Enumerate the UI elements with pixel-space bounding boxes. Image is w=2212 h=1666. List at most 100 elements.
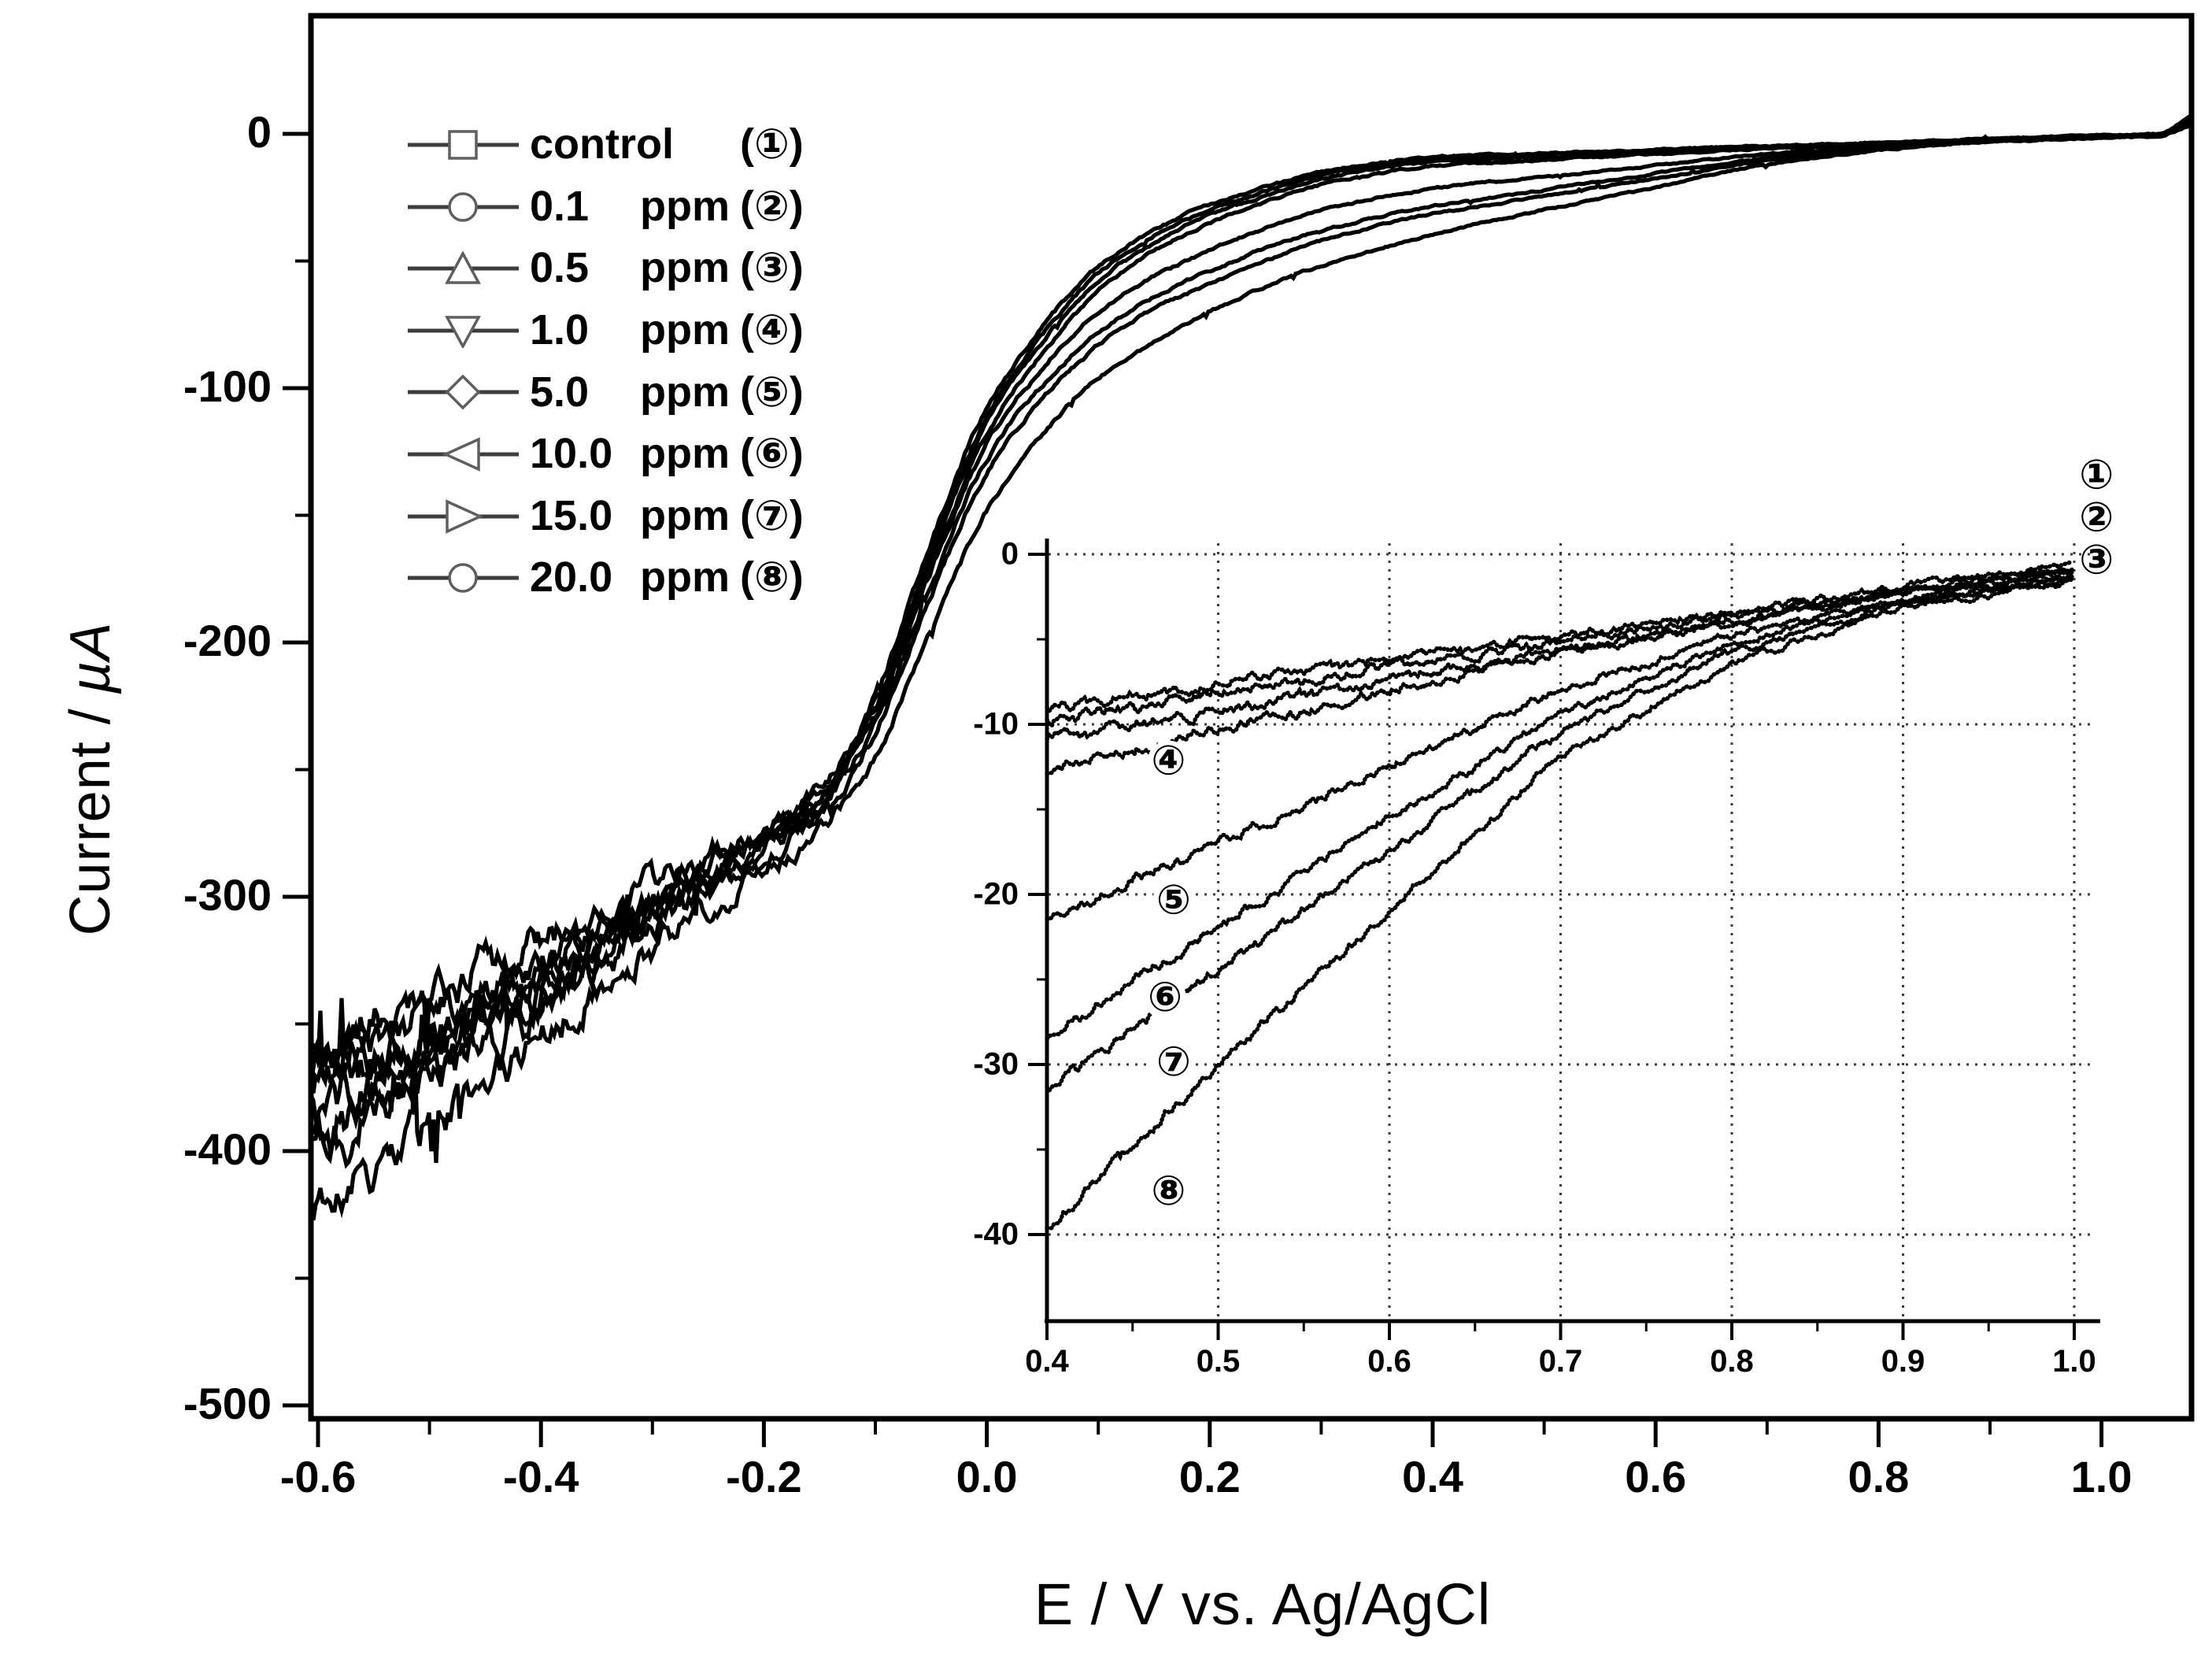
legend-item-unit: ppm [640,244,730,292]
legend-item-4: 1.0 ppm (④) [406,300,894,362]
legend-item-number: (③) [740,244,804,293]
series-6-curve-inset [1045,574,2074,1042]
triangle-left-marker-icon [442,437,480,472]
triangle-down-marker-icon [445,316,481,350]
inset-annotation-label: ① [2079,452,2114,499]
triangle-up-legend-icon [406,250,520,290]
y-axis-title: Current / µA [58,487,123,1070]
inset-y-tick-label: -20 [973,877,1019,912]
inset-y-tick-label: -10 [973,707,1019,742]
annotation-halo [1152,879,1195,923]
main-x-tick-label: 1.0 [2071,1452,2132,1501]
circle-marker-icon [448,191,478,222]
legend-item-unit: ppm [640,182,730,230]
main-x-tick-label: 0.8 [1848,1452,1909,1501]
series-8-curve-main [313,123,2189,1220]
legend-item-unit: ppm [640,368,730,416]
legend-item-number: (⑧) [740,553,804,602]
legend-item-value: control [530,120,674,168]
legend: control (①) 0.1 ppm (②) 0.5 ppm (③) 1.0 ppm (④) 5.0… [406,114,894,609]
circle-legend-icon [406,561,520,599]
inset-annotation-label: ⑤ [1156,877,1191,924]
main-x-tick-label: -0.4 [503,1452,579,1501]
inset-annotation-label: ⑥ [1148,974,1182,1021]
main-y-tick-label: -500 [183,1379,272,1428]
legend-item-6: 10.0 ppm (⑥) [406,424,894,486]
square-marker-icon [448,130,478,160]
legend-marker-glyph [408,316,519,350]
legend-item-number: (②) [740,182,804,231]
circled-number-icon: ⑥ [753,430,790,479]
y-axis-units: µA [59,621,122,694]
main-y-tick-label: -400 [183,1124,272,1174]
legend-item-number: (⑤) [740,368,804,416]
main-x-tick-label: 0.0 [956,1452,1018,1501]
inset-annotation-label: ③ [2079,537,2114,584]
legend-item-value: 0.1 [530,182,590,230]
legend-marker-glyph [408,250,519,284]
circled-number-icon: ④ [753,305,790,354]
triangle-right-legend-icon [406,498,520,538]
legend-marker-glyph [408,437,519,472]
main-x-tick-label: -0.2 [726,1452,802,1501]
circle-legend-icon [406,190,520,228]
series-4-curve-inset [1045,568,2074,776]
main-x-tick-label: 0.2 [1179,1452,1241,1501]
diamond-marker-icon [445,374,481,410]
main-x-tick-label: 0.6 [1625,1452,1686,1501]
triangle-left-legend-icon [406,437,520,476]
inset-y-tick-label: -30 [973,1047,1019,1082]
inset-y-tick-label: 0 [1001,537,1019,572]
triangle-up-marker-icon [445,250,481,284]
inset-annotation-label: ⑧ [1151,1168,1186,1215]
legend-item-7: 15.0 ppm (⑦) [406,486,894,548]
annotation-halo [1152,1041,1195,1084]
legend-item-value: 10.0 [530,430,613,478]
inset-x-tick-label: 0.4 [1025,1344,1069,1379]
main-y-tick-label: -200 [183,616,272,665]
legend-item-unit: ppm [640,430,730,478]
legend-item-5: 5.0 ppm (⑤) [406,361,894,424]
inset-x-tick-label: 0.6 [1367,1344,1411,1379]
inset-annotation-label: ② [2079,494,2114,542]
circled-number-icon: ① [753,120,790,169]
series-7-curve-inset [1045,576,2074,1094]
legend-marker-glyph [408,563,519,593]
annotation-halo [1144,976,1187,1020]
inset-x-tick-label: 1.0 [2052,1344,2096,1379]
inset-y-tick-label: -40 [973,1217,1019,1252]
legend-item-1: control (①) [406,114,894,176]
main-x-tick-label: -0.6 [280,1452,357,1501]
legend-item-value: 0.5 [530,244,590,292]
legend-item-unit: ppm [640,305,730,354]
main-x-tick-label: 0.4 [1402,1452,1463,1501]
annotation-halo [1147,1171,1190,1213]
inset-x-tick-label: 0.8 [1710,1344,1754,1379]
circled-number-icon: ⑧ [753,553,790,602]
inset-x-tick-label: 0.9 [1881,1344,1925,1379]
x-axis-title: E / V vs. Ag/AgCl [1034,1572,1492,1637]
legend-item-number: (⑦) [740,491,804,540]
main-y-tick-label: -100 [183,361,272,411]
triangle-right-marker-icon [446,498,484,534]
legend-item-value: 1.0 [530,305,590,354]
legend-item-value: 15.0 [530,491,613,539]
main-plot-frame [308,13,2195,1422]
legend-item-number: (⑥) [740,430,804,479]
circled-number-icon: ② [753,182,790,231]
inset-annotation-label: ⑦ [1156,1038,1191,1086]
legend-item-value: 20.0 [530,553,613,602]
y-axis-title-text: Current / [59,708,122,936]
legend-marker-glyph [408,498,519,534]
inset-annotation-label: ④ [1151,738,1186,785]
legend-item-8: 20.0 ppm (⑧) [406,547,894,609]
series-5-curve-inset [1045,572,2074,922]
legend-item-3: 0.5 ppm (③) [406,238,894,300]
legend-item-unit: ppm [640,553,730,602]
series-1-curve-inset [1045,559,2074,715]
circled-number-icon: ③ [753,244,790,293]
main-y-tick-label: 0 [247,107,272,157]
inset-x-tick-label: 0.5 [1197,1344,1241,1379]
